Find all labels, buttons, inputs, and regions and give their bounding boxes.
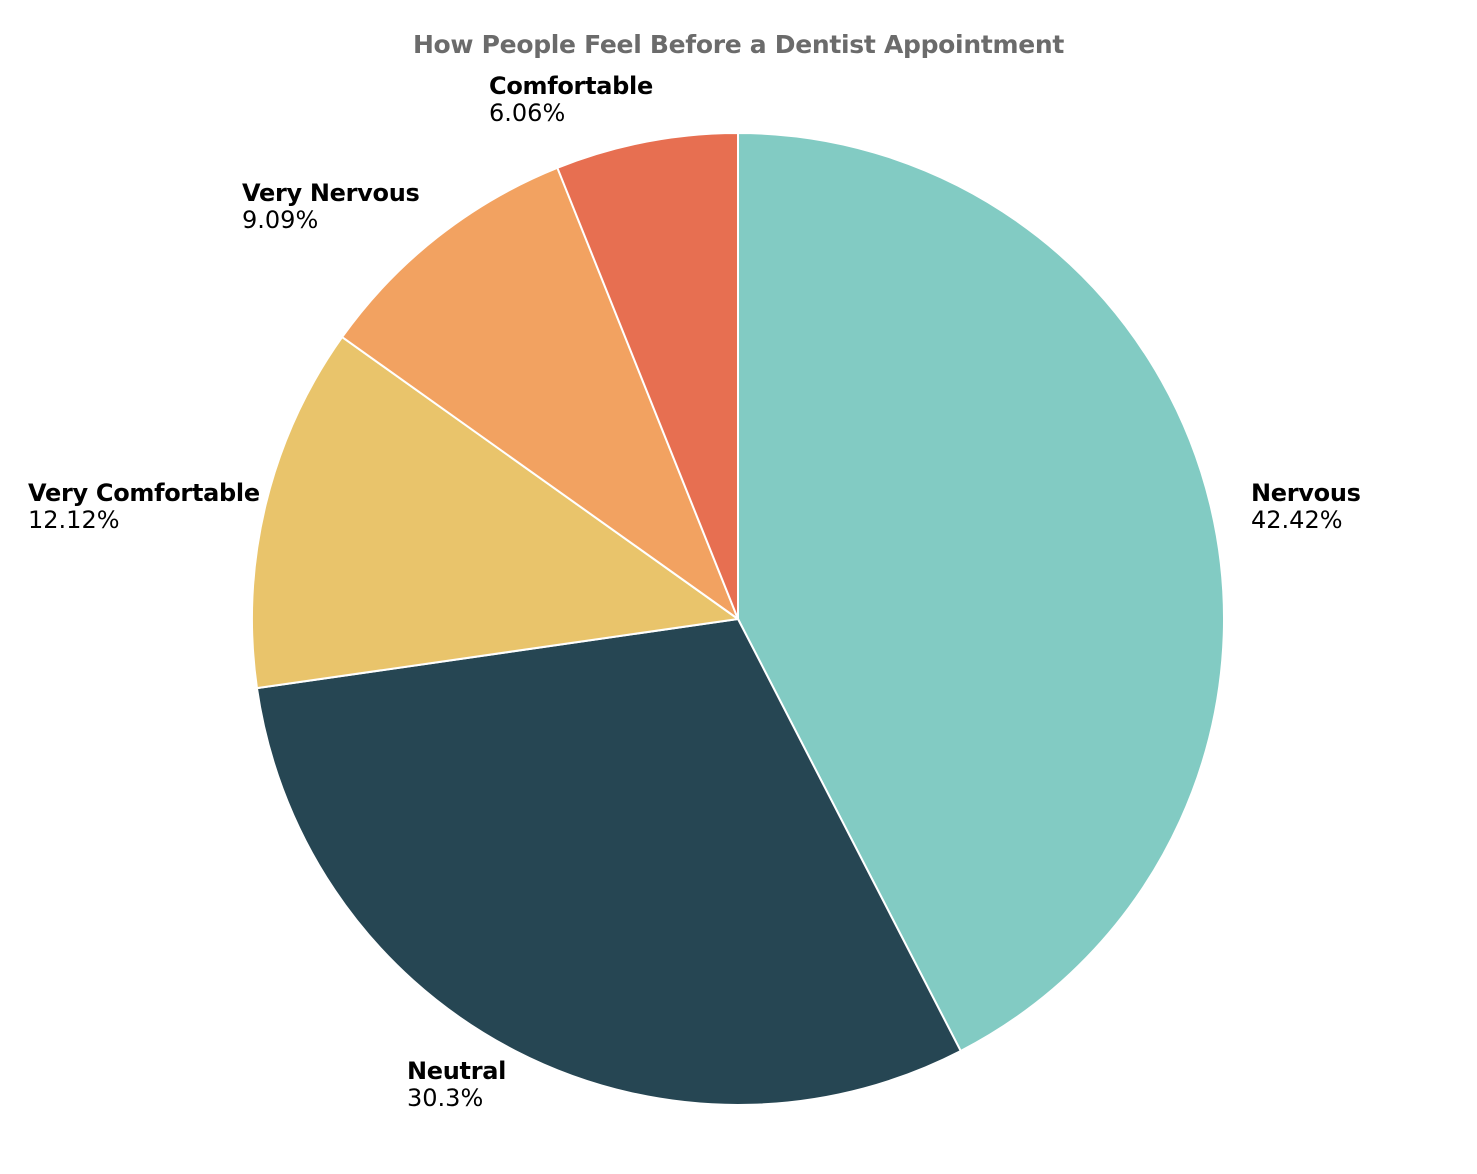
chart-title: How People Feel Before a Dentist Appoint… [412,30,1065,59]
slice-name-nervous: Nervous [1251,479,1361,507]
slice-percent-very-nervous: 9.09% [242,206,319,234]
slice-name-very-nervous: Very Nervous [242,179,420,207]
slice-percent-very-comfortable: 12.12% [28,506,120,534]
slice-percent-nervous: 42.42% [1251,506,1343,534]
pie-slice-neutral [255,618,962,1106]
pie-slice-comfortable [556,132,739,620]
pie-slice-very-nervous [341,166,739,620]
pie-slice-nervous [737,132,1225,1052]
slice-percent-neutral: 30.3% [407,1084,484,1112]
pie-slices [251,132,1225,1106]
slice-name-very-comfortable: Very Comfortable [28,479,260,507]
slice-label-very-nervous: Very Nervous 9.09% [242,179,420,234]
slice-percent-comfortable: 6.06% [489,99,566,127]
slice-label-nervous: Nervous 42.42% [1251,480,1361,534]
slice-label-very-comfortable: Very Comfortable 12.12% [28,480,260,534]
slice-label-comfortable: Comfortable 6.06% [489,73,653,127]
pie-slice-very-comfortable [251,336,739,690]
slice-name-neutral: Neutral [407,1057,507,1085]
slice-name-comfortable: Comfortable [489,72,653,100]
slice-label-neutral: Neutral 30.3% [407,1058,506,1112]
